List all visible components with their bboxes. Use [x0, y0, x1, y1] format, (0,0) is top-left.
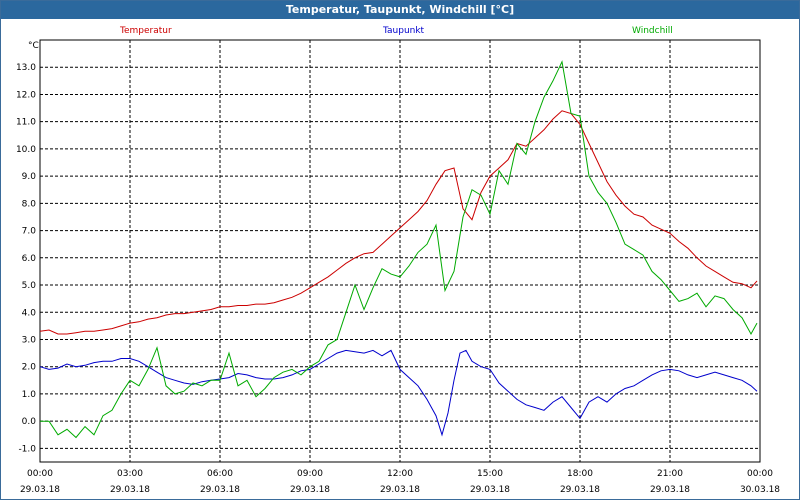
x-tick-time: 12:00 [387, 469, 413, 479]
y-tick-label: 10.0 [16, 145, 36, 155]
x-tick-date: 29.03.18 [650, 485, 690, 495]
x-tick-time: 09:00 [297, 469, 323, 479]
x-tick-date: 29.03.18 [560, 485, 600, 495]
x-tick-date: 29.03.18 [20, 485, 60, 495]
x-tick-date: 29.03.18 [290, 485, 330, 495]
y-tick-label: 12.0 [16, 90, 36, 100]
y-tick-label: 3.0 [22, 335, 37, 345]
x-tick-time: 00:00 [747, 469, 773, 479]
x-tick-time: 03:00 [117, 469, 143, 479]
x-tick-time: 21:00 [657, 469, 683, 479]
x-tick-date: 29.03.18 [110, 485, 150, 495]
y-tick-label: 5.0 [22, 281, 37, 291]
chart-title: Temperatur, Taupunkt, Windchill [°C] [1, 1, 799, 19]
x-tick-date: 29.03.18 [200, 485, 240, 495]
x-tick-time: 15:00 [477, 469, 503, 479]
x-tick-date: 29.03.18 [470, 485, 510, 495]
x-tick-date: 29.03.18 [380, 485, 420, 495]
legend-windchill: Windchill [632, 26, 673, 36]
x-tick-date: 30.03.18 [740, 485, 780, 495]
legend-taupunkt: Taupunkt [382, 26, 425, 36]
series-line-taupunkt [39, 349, 758, 437]
y-tick-label: 9.0 [22, 172, 37, 182]
y-tick-label: 2.0 [22, 363, 37, 373]
x-tick-time: 18:00 [567, 469, 593, 479]
plot-area-border [39, 39, 761, 463]
y-tick-label: 8.0 [22, 199, 37, 209]
y-tick-label: 1.0 [22, 390, 37, 400]
x-tick-time: 06:00 [207, 469, 233, 479]
y-tick-label: 4.0 [22, 308, 37, 318]
y-tick-label: 13.0 [16, 63, 36, 73]
y-tick-label: 11.0 [16, 118, 36, 128]
y-tick-label: 0.0 [22, 417, 37, 427]
series-line-temperatur [39, 110, 758, 335]
y-tick-label: 6.0 [22, 254, 37, 264]
x-tick-time: 00:00 [27, 469, 53, 479]
legend-temperatur: Temperatur [119, 26, 172, 36]
y-axis-unit: °C [28, 41, 39, 51]
series-line-windchill [40, 60, 758, 439]
y-tick-label: 7.0 [22, 227, 37, 237]
y-tick-label: -1.0 [18, 444, 36, 454]
